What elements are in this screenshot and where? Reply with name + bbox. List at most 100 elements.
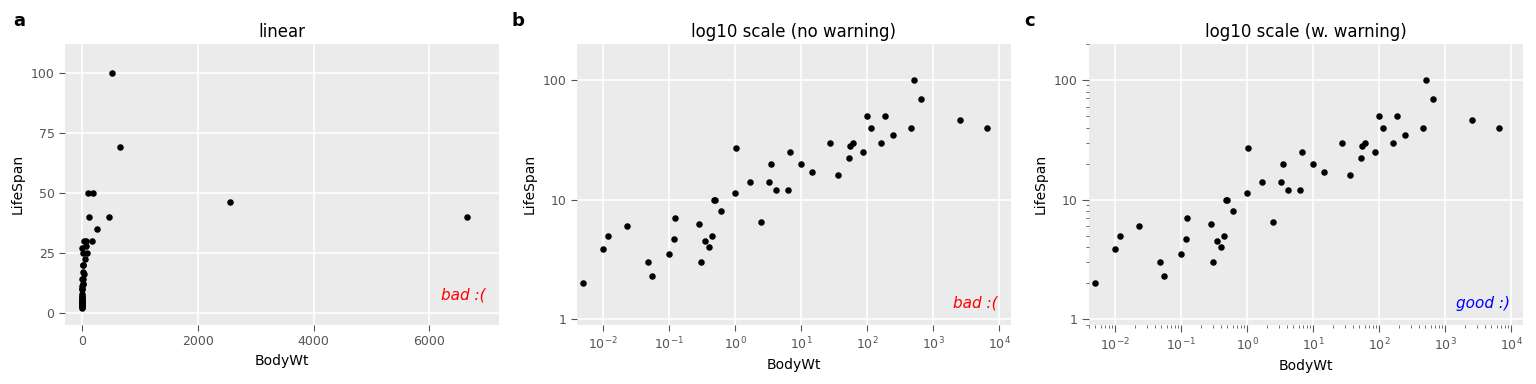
Text: b: b: [511, 12, 525, 30]
Title: log10 scale (no warning): log10 scale (no warning): [691, 23, 897, 41]
Point: [71, 299, 95, 305]
Point: [1236, 145, 1261, 151]
Point: [71, 269, 95, 275]
Point: [81, 190, 106, 196]
Text: good :): good :): [1456, 296, 1510, 311]
Point: [839, 143, 863, 149]
Point: [1353, 139, 1378, 146]
Point: [1459, 117, 1484, 123]
Point: [1289, 187, 1313, 193]
Point: [909, 96, 934, 102]
Point: [455, 214, 479, 220]
Point: [851, 149, 876, 155]
Point: [1198, 221, 1223, 227]
Point: [75, 250, 100, 256]
Point: [1276, 187, 1301, 193]
Point: [836, 155, 860, 161]
Point: [1312, 169, 1336, 175]
Point: [71, 245, 95, 251]
Point: [1204, 238, 1229, 244]
Text: bad :(: bad :(: [441, 288, 485, 303]
Point: [662, 236, 687, 242]
Point: [71, 281, 95, 287]
Point: [71, 300, 95, 306]
Point: [819, 139, 843, 146]
Point: [1152, 273, 1177, 279]
Point: [1261, 219, 1286, 225]
Point: [687, 221, 711, 227]
Point: [1415, 77, 1439, 83]
Point: [1175, 215, 1200, 221]
Point: [1487, 124, 1511, 131]
Point: [71, 300, 95, 306]
Point: [591, 246, 616, 252]
Point: [217, 199, 241, 205]
Point: [1381, 139, 1405, 146]
X-axis label: BodyWt: BodyWt: [1278, 359, 1333, 373]
Point: [1338, 172, 1362, 178]
Title: log10 scale (w. warning): log10 scale (w. warning): [1204, 23, 1407, 41]
Point: [700, 233, 725, 239]
Point: [596, 233, 621, 239]
Point: [71, 303, 95, 309]
Point: [693, 238, 717, 244]
Point: [71, 294, 95, 300]
Point: [108, 144, 132, 150]
Point: [1127, 223, 1152, 229]
Point: [100, 70, 124, 76]
Point: [657, 251, 682, 257]
Text: c: c: [1025, 12, 1035, 30]
Text: bad :(: bad :(: [954, 296, 998, 311]
Point: [1367, 113, 1392, 119]
Point: [759, 161, 783, 167]
Point: [688, 259, 713, 265]
Point: [71, 298, 95, 304]
Point: [71, 286, 95, 292]
Point: [1215, 197, 1240, 203]
Point: [842, 139, 866, 146]
Point: [74, 256, 98, 262]
Point: [1174, 236, 1198, 242]
Point: [72, 271, 97, 278]
Point: [74, 243, 98, 249]
Point: [1212, 233, 1236, 239]
Point: [71, 298, 95, 305]
Text: a: a: [12, 12, 25, 30]
Point: [1362, 149, 1387, 155]
Point: [71, 276, 95, 282]
Point: [859, 124, 883, 131]
Point: [1290, 149, 1315, 155]
Point: [902, 77, 926, 83]
Point: [71, 250, 95, 256]
Point: [636, 259, 660, 265]
Point: [77, 214, 101, 220]
Point: [80, 238, 104, 244]
Point: [71, 293, 95, 299]
Point: [1083, 280, 1107, 286]
Point: [702, 197, 727, 203]
Point: [84, 226, 109, 232]
Point: [1349, 155, 1373, 161]
Point: [641, 273, 665, 279]
Point: [1270, 161, 1295, 167]
Point: [74, 238, 98, 244]
Point: [948, 117, 972, 123]
Point: [708, 208, 733, 214]
Point: [1250, 179, 1275, 185]
Point: [71, 286, 95, 292]
Point: [856, 113, 880, 119]
Point: [757, 179, 782, 185]
Point: [71, 295, 95, 301]
Point: [868, 139, 892, 146]
Point: [1393, 131, 1418, 137]
Point: [777, 149, 802, 155]
Point: [1209, 244, 1233, 250]
Point: [899, 124, 923, 131]
Point: [872, 113, 897, 119]
Y-axis label: LifeSpan: LifeSpan: [11, 154, 25, 215]
Y-axis label: LifeSpan: LifeSpan: [524, 154, 538, 215]
Point: [697, 244, 722, 250]
Point: [614, 223, 639, 229]
Point: [1220, 208, 1244, 214]
Point: [790, 161, 814, 167]
